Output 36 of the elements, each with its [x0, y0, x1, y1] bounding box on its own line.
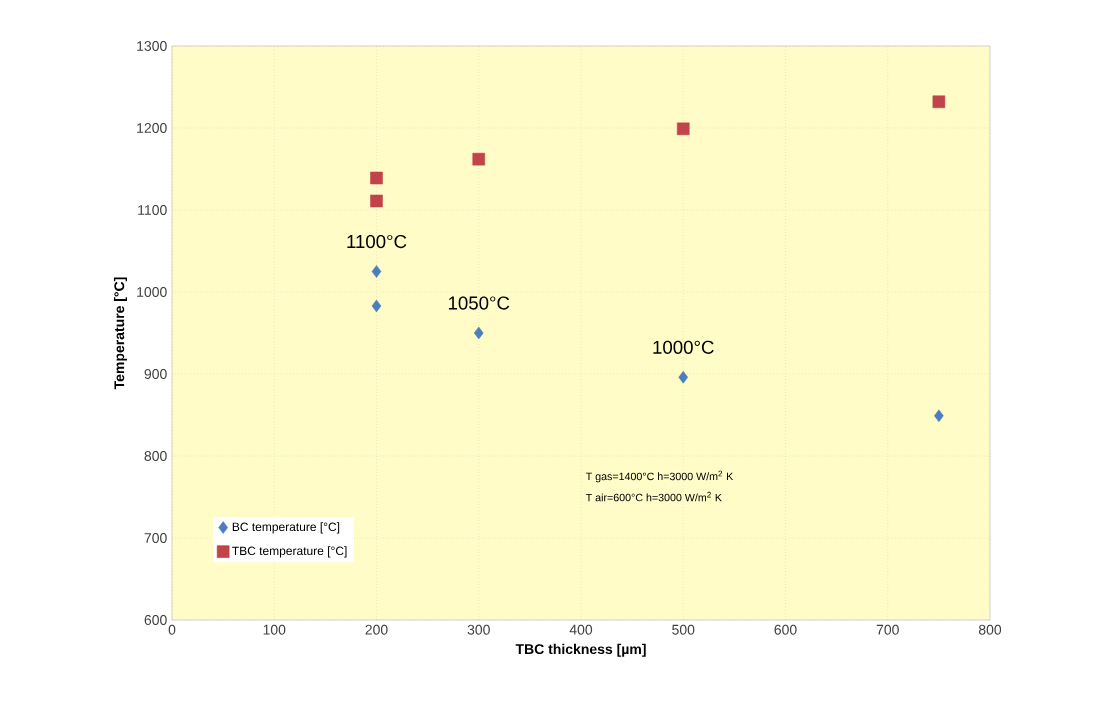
- point: [370, 171, 383, 185]
- point: [371, 265, 382, 278]
- y-tick-label: 600: [144, 615, 167, 625]
- x-axis-title: TBC thickness [µm]: [515, 643, 646, 657]
- annotation: T air=600°C h=3000 W/m$^{2}$ K: [585, 491, 722, 502]
- legend-label: BC temperature [°C]: [232, 522, 340, 534]
- y-axis-title: Temperature [°C]: [113, 277, 127, 390]
- y-tick-label: 1300: [137, 41, 167, 51]
- annotation: T gas=1400°C h=3000 W/m$^{2}$ K: [585, 470, 734, 483]
- x-tick-label: 100: [263, 624, 286, 635]
- annotation: 1000°C: [653, 340, 714, 354]
- y-tick-label: 1000: [137, 287, 167, 297]
- x-tick-label: 800: [978, 624, 1002, 635]
- point: [678, 371, 689, 384]
- x-tick-label: 300: [467, 624, 490, 635]
- y-tick-label: 1200: [137, 123, 167, 133]
- legend-label: TBC temperature [°C]: [232, 546, 347, 558]
- point: [370, 194, 383, 208]
- annotation: 1100°C: [347, 234, 407, 249]
- point: [934, 409, 944, 423]
- annotation: 1050°C: [448, 296, 510, 310]
- point: [473, 326, 484, 340]
- point: [472, 152, 486, 166]
- y-tick-label: 900: [144, 369, 167, 379]
- x-tick-label: 600: [774, 624, 797, 635]
- x-tick-label: 400: [569, 624, 593, 635]
- x-tick-label: 500: [672, 624, 695, 635]
- x-tick-label: 700: [876, 624, 899, 635]
- y-tick-label: 1100: [138, 205, 167, 215]
- y-tick-label: 800: [144, 451, 167, 461]
- x-tick-label: 200: [365, 624, 388, 635]
- point: [676, 122, 690, 136]
- point: [371, 299, 382, 313]
- y-tick-label: 700: [144, 533, 167, 543]
- point: [932, 95, 946, 109]
- x-tick-label: 0: [168, 624, 176, 635]
